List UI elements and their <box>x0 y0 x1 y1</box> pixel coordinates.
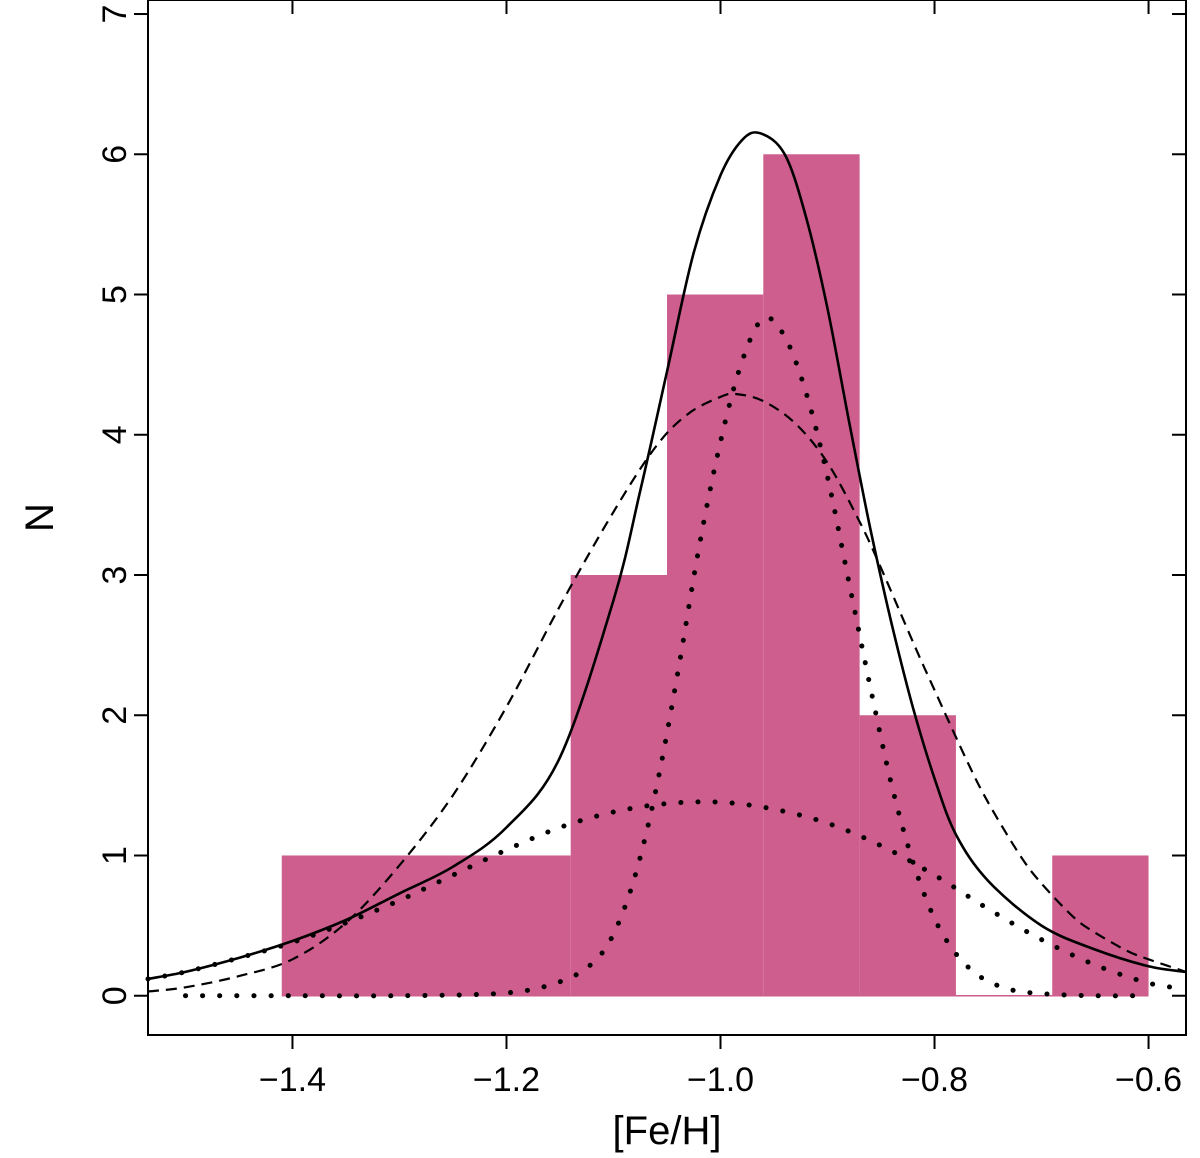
x-tick-label: −0.8 <box>901 1061 968 1099</box>
y-axis: 0 1 2 3 4 5 6 7 <box>96 5 1186 1005</box>
y-tick-label: 5 <box>96 285 134 304</box>
x-axis-label: [Fe/H] <box>613 1109 722 1153</box>
histogram-bars <box>281 154 1149 997</box>
y-tick-label: 2 <box>96 706 134 725</box>
histogram-bar-0 <box>281 855 571 996</box>
y-axis-label: N <box>18 503 62 532</box>
x-tick-label: −1.2 <box>473 1061 540 1099</box>
x-axis: −1.4 −1.2 −1.0 −0.8 −0.6 <box>259 0 1182 1099</box>
histogram-bar-4 <box>859 715 956 996</box>
dashed-curve-1 <box>147 392 1187 993</box>
histogram-bar-6 <box>1052 855 1149 996</box>
dotted-curve-2 <box>145 799 1189 992</box>
x-tick-label: −0.6 <box>1115 1061 1182 1099</box>
fit-curves <box>145 131 1189 999</box>
y-tick-label: 1 <box>96 846 134 865</box>
y-tick-label: 0 <box>96 986 134 1005</box>
y-tick-label: 3 <box>96 566 134 585</box>
histogram-bar-1 <box>570 575 667 996</box>
x-tick-label: −1.0 <box>687 1061 754 1099</box>
x-tick-label: −1.4 <box>259 1061 326 1099</box>
dotted-curve-3 <box>183 314 1151 999</box>
histogram-bar-3 <box>763 154 860 996</box>
y-tick-label: 7 <box>96 5 134 24</box>
y-tick-label: 6 <box>96 145 134 164</box>
y-tick-label: 4 <box>96 425 134 444</box>
solid-curve-0 <box>147 131 1187 981</box>
plot-frame <box>147 0 1187 1036</box>
histogram-bar-2 <box>667 294 764 996</box>
